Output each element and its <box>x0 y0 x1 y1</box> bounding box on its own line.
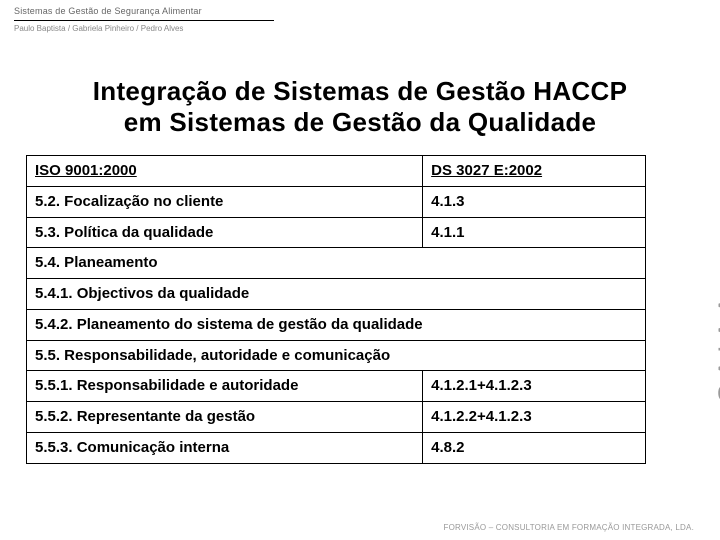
page-title: Integração de Sistemas de Gestão HACCP e… <box>0 76 720 137</box>
table-cell-col1: 5.3. Política da qualidade <box>27 217 423 248</box>
table-cell-col2: 4.1.1 <box>423 217 646 248</box>
table: ISO 9001:2000DS 3027 E:20025.2. Focaliza… <box>26 155 646 464</box>
table-cell-col2: 4.1.3 <box>423 186 646 217</box>
doc-header: Sistemas de Gestão de Segurança Alimenta… <box>14 6 274 33</box>
table-row: 5.5. Responsabilidade, autoridade e comu… <box>27 340 646 371</box>
table-cell-col1: 5.5.2. Representante da gestão <box>27 402 423 433</box>
page-title-line2: em Sistemas de Gestão da Qualidade <box>0 107 720 138</box>
table-cell-col1: 5.4. Planeamento <box>27 248 646 279</box>
table-row: 5.4. Planeamento <box>27 248 646 279</box>
table-cell-col1: 5.5. Responsabilidade, autoridade e comu… <box>27 340 646 371</box>
table-row: 5.3. Política da qualidade4.1.1 <box>27 217 646 248</box>
table-header-col2: DS 3027 E:2002 <box>423 156 646 187</box>
doc-header-title: Sistemas de Gestão de Segurança Alimenta… <box>14 6 274 16</box>
table-row: 5.5.1. Responsabilidade e autoridade4.1.… <box>27 371 646 402</box>
table-row: 5.4.1. Objectivos da qualidade <box>27 279 646 310</box>
table-cell-col1: 5.5.3. Comunicação interna <box>27 432 423 463</box>
table-row: 5.4.2. Planeamento do sistema de gestão … <box>27 309 646 340</box>
table-cell-col1: 5.5.1. Responsabilidade e autoridade <box>27 371 423 402</box>
side-logo: SAIAA <box>712 290 720 402</box>
footer-text: FORVISÃO – CONSULTORIA EM FORMAÇÃO INTEG… <box>444 523 695 532</box>
doc-header-sub: Paulo Baptista / Gabriela Pinheiro / Ped… <box>14 24 274 33</box>
page-title-line1: Integração de Sistemas de Gestão HACCP <box>0 76 720 107</box>
table-row: 5.5.2. Representante da gestão4.1.2.2+4.… <box>27 402 646 433</box>
table-header-col1: ISO 9001:2000 <box>27 156 423 187</box>
doc-header-rule <box>14 20 274 21</box>
mapping-table: ISO 9001:2000DS 3027 E:20025.2. Focaliza… <box>26 155 646 464</box>
table-cell-col1: 5.4.1. Objectivos da qualidade <box>27 279 646 310</box>
table-cell-col2: 4.1.2.1+4.1.2.3 <box>423 371 646 402</box>
table-cell-col2: 4.8.2 <box>423 432 646 463</box>
table-row: 5.2. Focalização no cliente4.1.3 <box>27 186 646 217</box>
table-row: 5.5.3. Comunicação interna4.8.2 <box>27 432 646 463</box>
table-header-row: ISO 9001:2000DS 3027 E:2002 <box>27 156 646 187</box>
table-cell-col2: 4.1.2.2+4.1.2.3 <box>423 402 646 433</box>
table-cell-col1: 5.4.2. Planeamento do sistema de gestão … <box>27 309 646 340</box>
table-cell-col1: 5.2. Focalização no cliente <box>27 186 423 217</box>
